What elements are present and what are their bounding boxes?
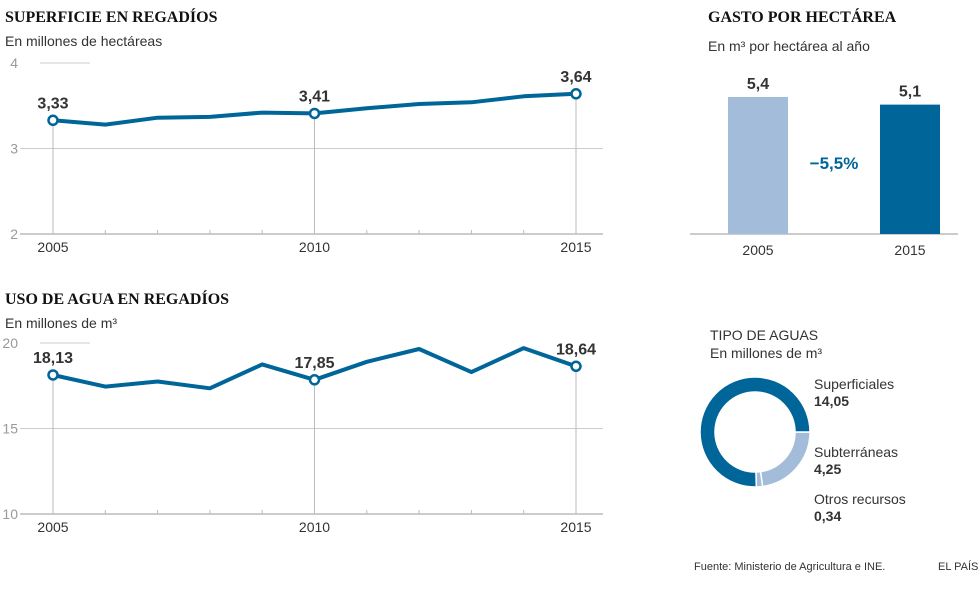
bar-value-label: 5,1 [899, 84, 921, 101]
data-point-marker [570, 360, 582, 373]
superficie-title: SUPERFICIE EN REGADÍOS [5, 9, 218, 26]
x-tick-label: 2010 [299, 519, 330, 535]
uso-subtitle: En millones de m³ [5, 315, 118, 331]
legend-name-superficiales: Superficiales [814, 376, 895, 392]
gasto-bar-chart: 5,4 2005 5,1 2015 −5,5% [690, 76, 958, 258]
data-point-marker [308, 374, 321, 386]
x-tick-label: 2015 [560, 519, 591, 535]
bar-2015 [880, 104, 940, 234]
data-point-marker [570, 88, 582, 100]
data-point-marker [47, 114, 59, 127]
bar-value-label: 5,4 [747, 76, 769, 93]
tipo-donut-chart [699, 376, 811, 488]
data-label: 3,41 [299, 88, 330, 105]
y-tick-label: 10 [2, 506, 18, 522]
bar-category-label: 2015 [894, 242, 925, 258]
bar-2005 [728, 97, 788, 234]
y-tick-label: 4 [10, 55, 18, 71]
uso-title: USO DE AGUA EN REGADÍOS [5, 291, 230, 308]
data-label: 17,85 [294, 355, 334, 372]
data-label: 18,64 [556, 341, 596, 358]
y-tick-label: 2 [10, 226, 18, 242]
superficie-line-chart: 2 3 4 2005 2010 2015 3,33 3,41 3,64 [10, 55, 603, 255]
tipo-subtitle: En millones de m³ [710, 345, 823, 361]
data-label: 18,13 [33, 350, 73, 367]
data-label: 3,33 [37, 95, 68, 112]
y-tick-label: 3 [10, 141, 18, 157]
donut-slice-subterráneas [759, 431, 811, 488]
bar-category-label: 2005 [742, 242, 773, 258]
source-note: Fuente: Ministerio de Agricultura e INE. [694, 561, 886, 573]
legend-value-otros: 0,34 [814, 508, 842, 524]
y-tick-label: 15 [2, 421, 18, 437]
x-tick-label: 2010 [299, 239, 330, 255]
x-tick-label: 2015 [560, 239, 591, 255]
uso-line-chart: 10 15 20 2005 2010 2015 18,13 17,85 18,64 [2, 335, 603, 535]
legend-name-subterraneas: Subterráneas [814, 444, 899, 460]
superficie-subtitle: En millones de hectáreas [5, 33, 163, 49]
tipo-title: TIPO DE AGUAS [710, 327, 819, 343]
y-tick-label: 20 [2, 335, 18, 351]
donut-slice-superficiales [699, 376, 811, 488]
x-tick-label: 2005 [37, 239, 68, 255]
data-point-marker [308, 107, 321, 120]
brand-credit: EL PAÍS [938, 561, 979, 573]
legend-name-otros: Otros recursos [814, 491, 906, 507]
change-annotation: −5,5% [810, 154, 859, 173]
legend-value-subterraneas: 4,25 [814, 461, 842, 477]
x-tick-label: 2005 [37, 519, 68, 535]
legend-value-superficiales: 14,05 [814, 393, 850, 409]
gasto-title: GASTO POR HECTÁREA [708, 9, 897, 26]
data-label: 3,64 [560, 69, 591, 86]
data-point-marker [47, 369, 59, 381]
gasto-subtitle: En m³ por hectárea al año [708, 38, 870, 54]
